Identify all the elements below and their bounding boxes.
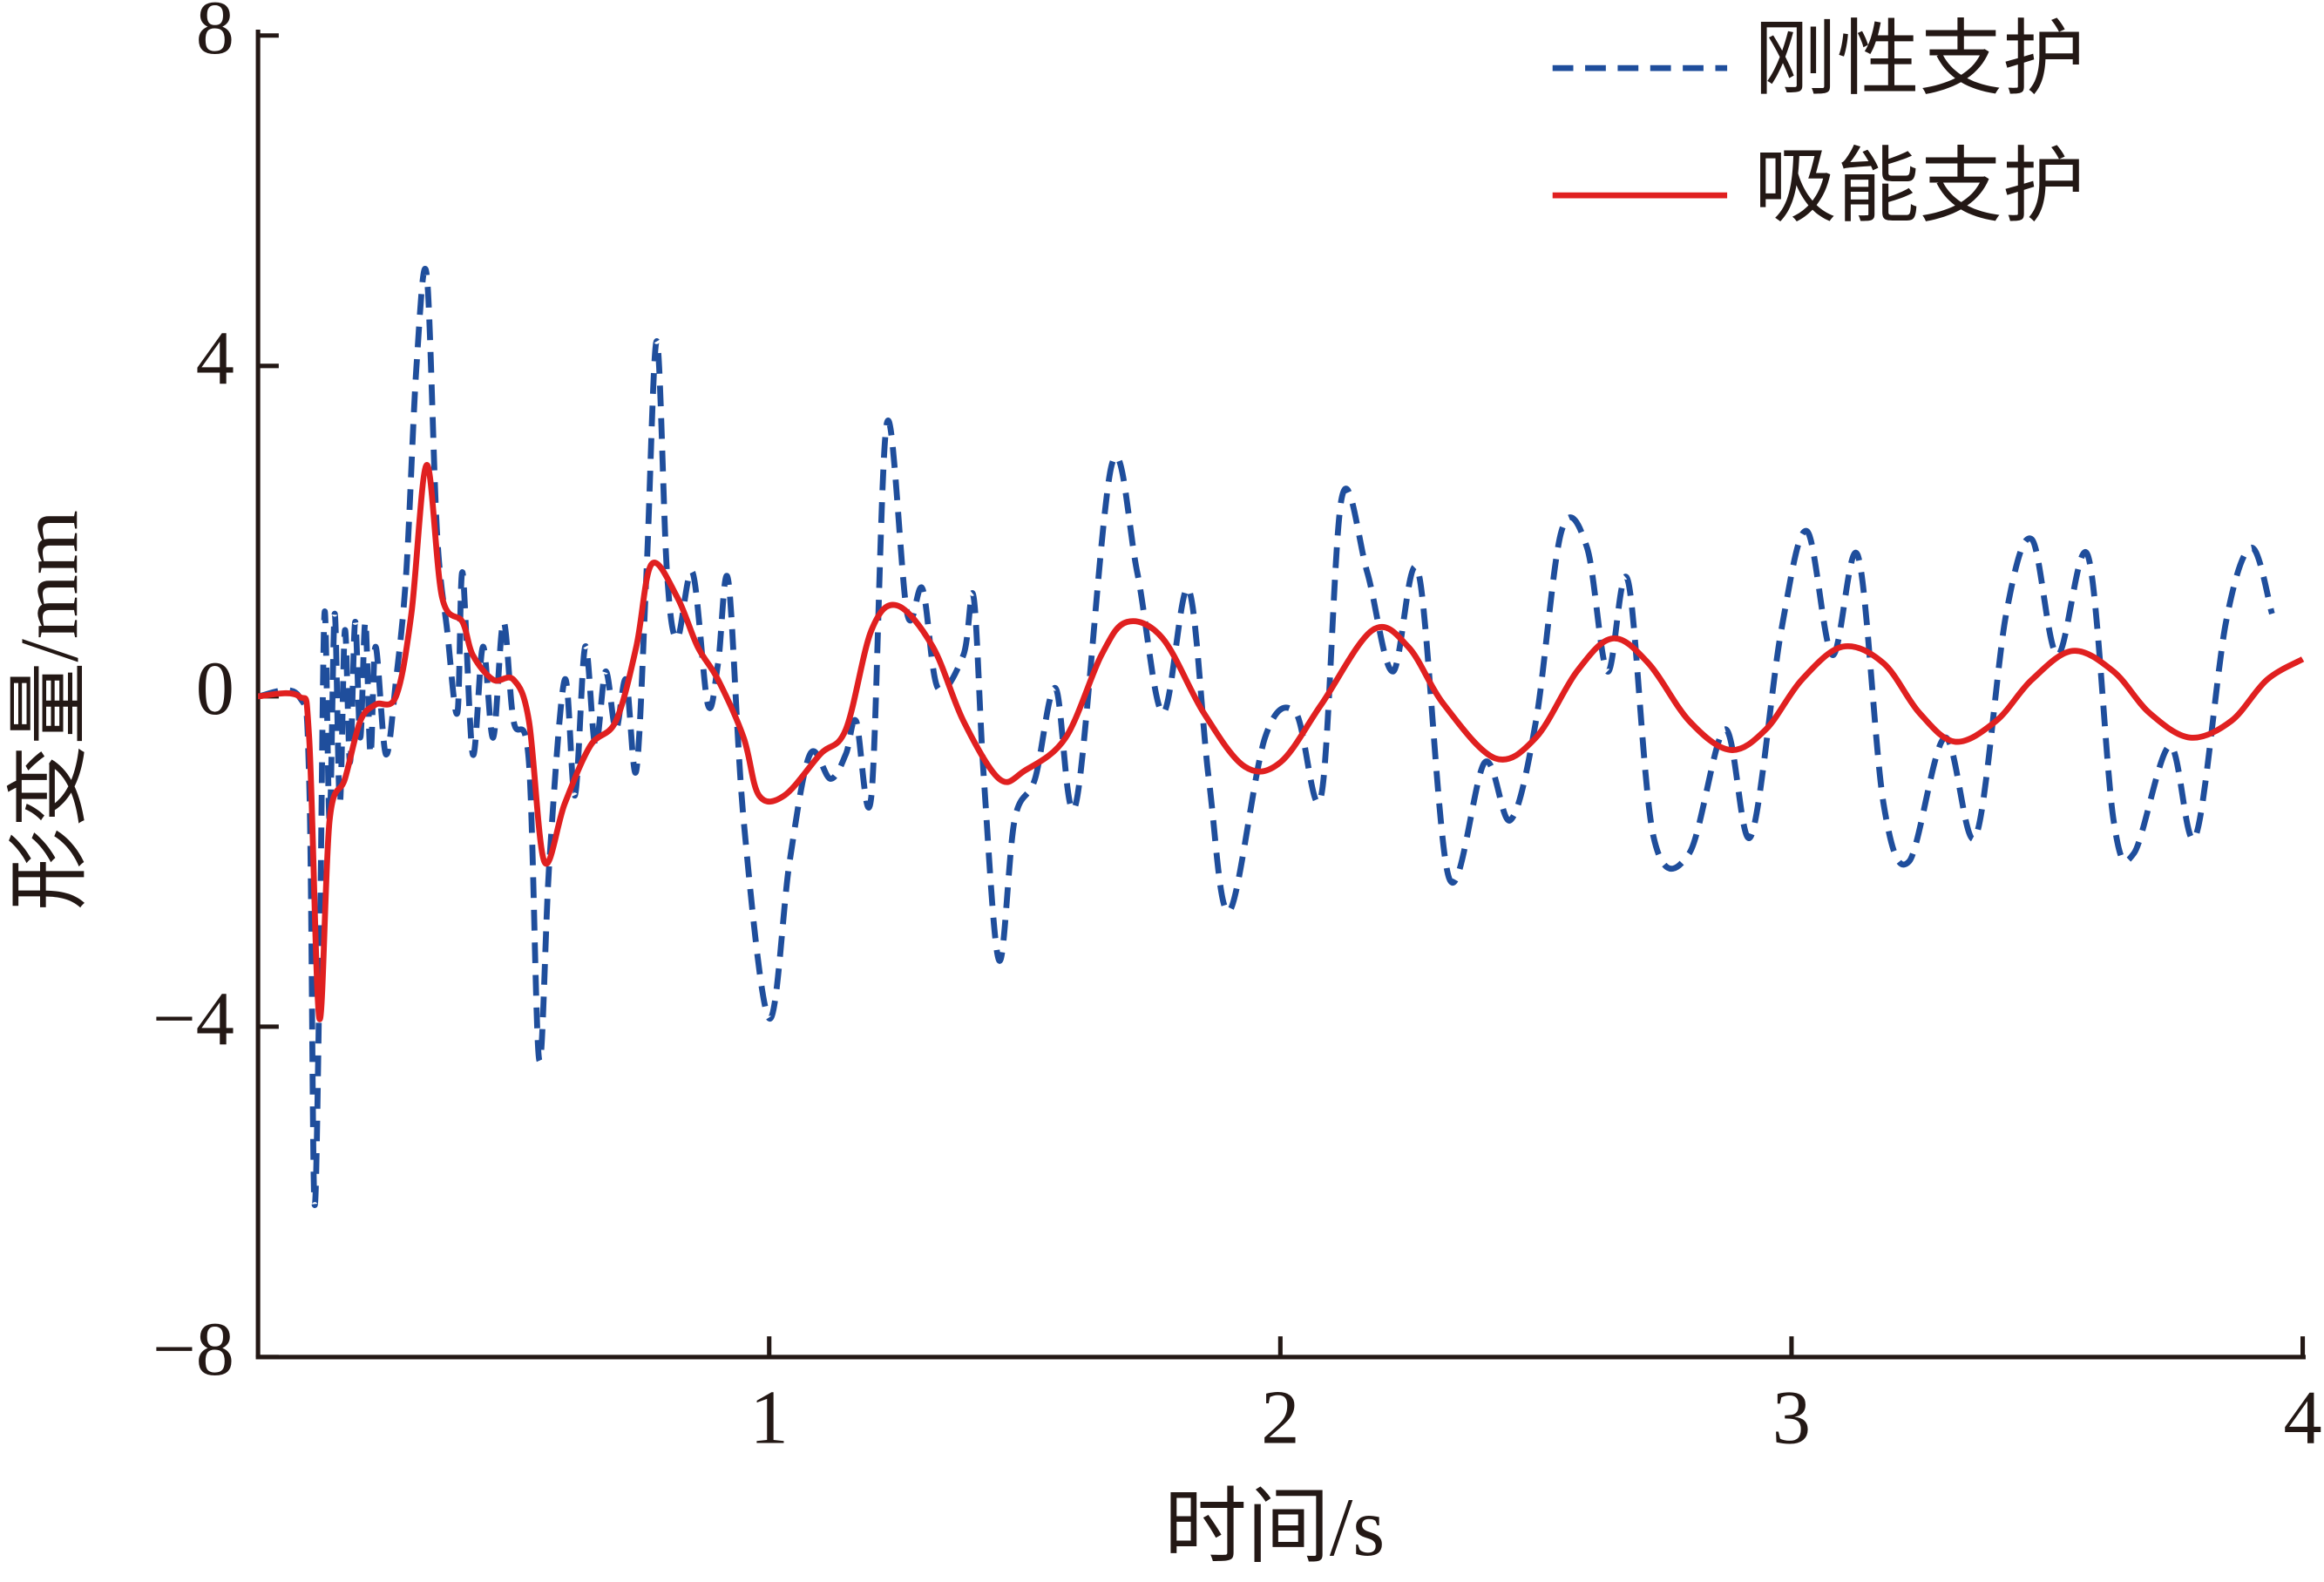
line-series [257,462,2305,1022]
y-tick-label: 4 [196,316,234,401]
y-tick-label: −4 [152,976,234,1062]
x-axis-label: 时间/s [1164,1481,1386,1573]
x-tick-label: 4 [2283,1375,2321,1460]
y-tick-label: −8 [152,1307,234,1392]
x-tick-label: 2 [1261,1375,1299,1460]
line-series [257,265,2275,1208]
x-tick-label: 3 [1772,1375,1811,1460]
y-tick-label: 0 [196,646,234,731]
x-tick-label: 1 [750,1375,789,1460]
legend-label: 刚性支护 [1754,13,2085,105]
y-axis-label: 形变量/mm [3,510,96,910]
legend-label: 吸能支护 [1754,140,2085,233]
y-tick-label: 8 [196,0,234,71]
